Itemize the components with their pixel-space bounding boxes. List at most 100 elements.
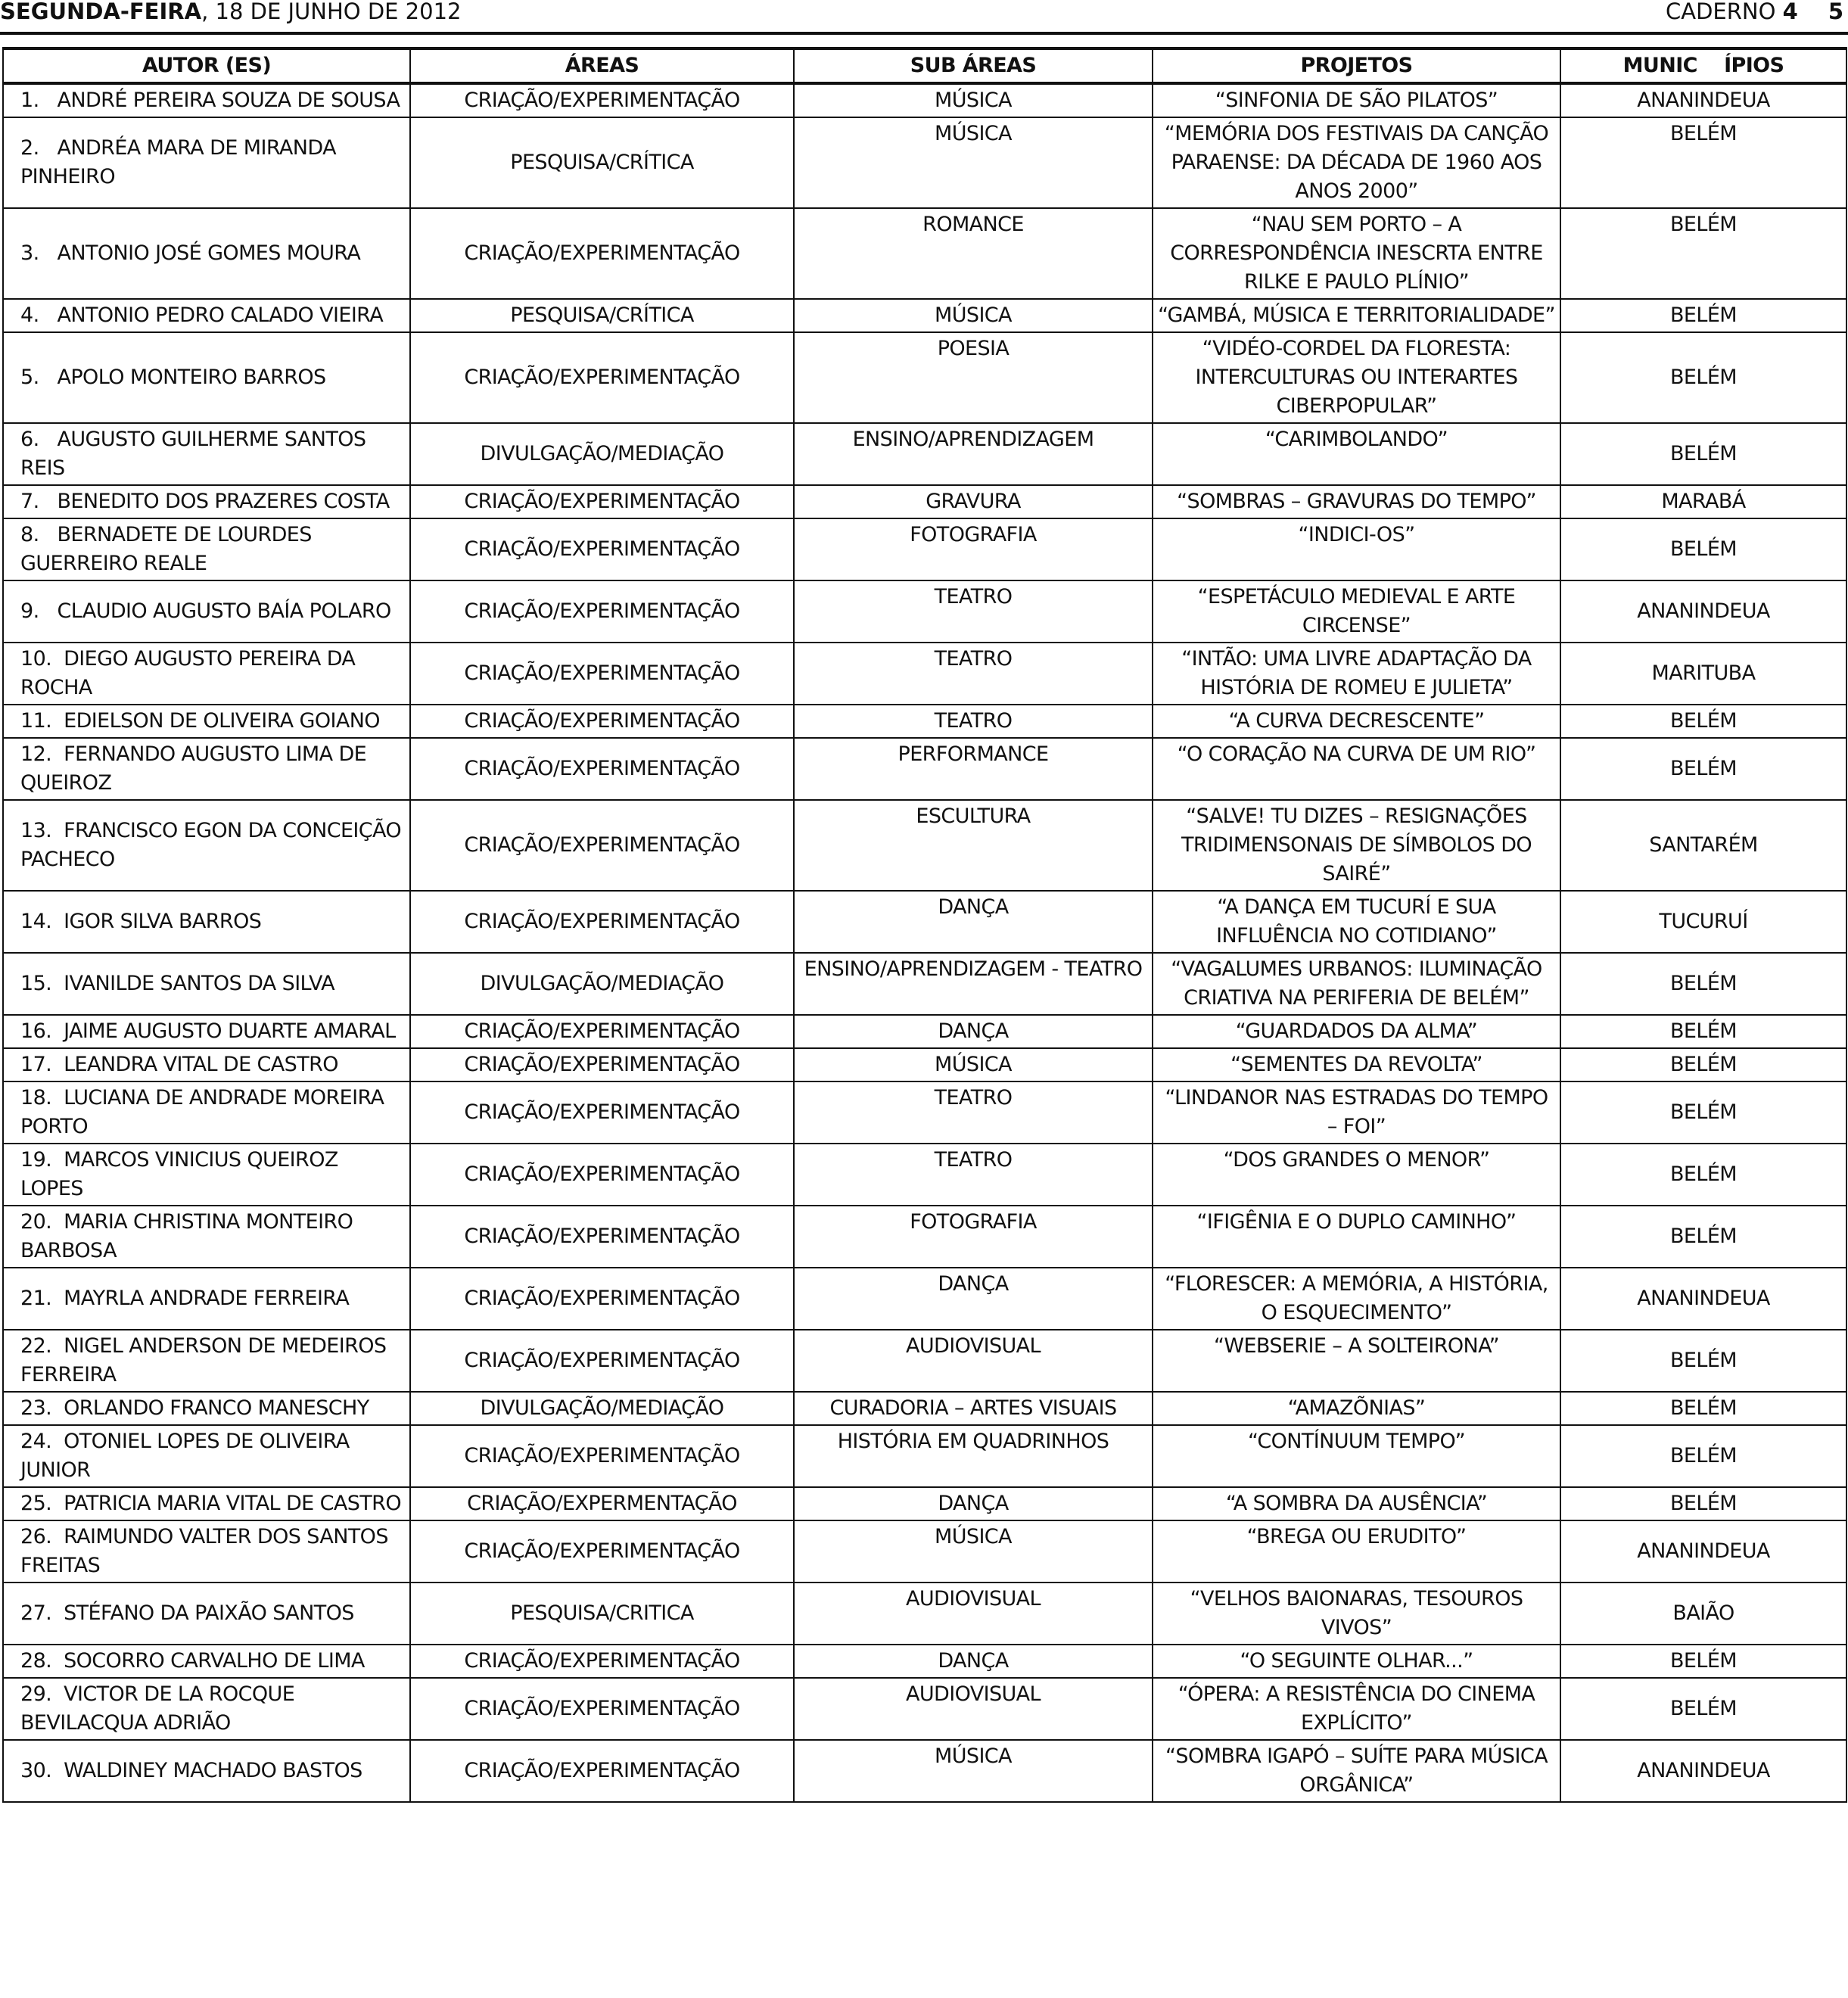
municipality-cell: BELÉM <box>1560 737 1847 801</box>
subarea-cell: GRAVURA <box>793 484 1153 519</box>
municipality-cell: MARITUBA <box>1560 642 1847 705</box>
table-row: 18. LUCIANA DE ANDRADE MOREIRA PORTO CRIA… <box>2 1081 1847 1144</box>
municipality-cell: BELÉM <box>1560 1014 1847 1049</box>
author-cell: 12. FERNANDO AUGUSTO LIMA DE QUEIROZ <box>2 737 411 801</box>
project-cell: “BREGA OU ERUDITO” <box>1152 1520 1561 1583</box>
author-cell: 30. WALDINEY MACHADO BASTOS <box>2 1739 411 1803</box>
table-row: 6. AUGUSTO GUILHERME SANTOS REIS DIVULGAÇ… <box>2 422 1847 486</box>
area-cell: CRIAÇÃO/EXPERIMENTAÇÃO <box>409 642 795 705</box>
subarea-cell: ENSINO/APRENDIZAGEM - TEATRO <box>793 952 1153 1016</box>
area-cell: CRIAÇÃO/EXPERIMENTAÇÃO <box>409 580 795 643</box>
subarea-cell: DANÇA <box>793 1644 1153 1679</box>
municipality-cell: BELÉM <box>1560 298 1847 333</box>
subarea-cell: FOTOGRAFIA <box>793 1205 1153 1268</box>
area-cell: CRIAÇÃO/EXPERIMENTAÇÃO <box>409 799 795 892</box>
table-row: 20. MARIA CHRISTINA MONTEIRO BARBOSA CRIA… <box>2 1205 1847 1268</box>
column-header-projects: PROJETOS <box>1152 47 1561 85</box>
project-cell: “O CORAÇÃO NA CURVA DE UM RIO” <box>1152 737 1561 801</box>
table-row: 12. FERNANDO AUGUSTO LIMA DE QUEIROZ CRIA… <box>2 737 1847 801</box>
author-cell: 13. FRANCISCO EGON DA CONCEIÇÃO PACHECO <box>2 799 411 892</box>
subarea-cell: DANÇA <box>793 890 1153 954</box>
area-cell: CRIAÇÃO/EXPERIMENTAÇÃO <box>409 704 795 739</box>
table-row: 10. DIEGO AUGUSTO PEREIRA DA ROCHA CRIAÇÃ… <box>2 642 1847 705</box>
area-cell: CRIAÇÃO/EXPERIMENTAÇÃO <box>409 1424 795 1488</box>
table-row: 13. FRANCISCO EGON DA CONCEIÇÃO PACHECO C… <box>2 799 1847 892</box>
project-cell: “SOMBRA IGAPÓ – SUÍTE PARA MÚSICA ORGÂNI… <box>1152 1739 1561 1803</box>
table-row: 15. IVANILDE SANTOS DA SILVA DIVULGAÇÃO/M… <box>2 952 1847 1016</box>
municipality-cell: BELÉM <box>1560 518 1847 581</box>
author-cell: 5. APOLO MONTEIRO BARROS <box>2 331 411 424</box>
municipality-cell: TUCURUÍ <box>1560 890 1847 954</box>
column-header-subareas: SUB ÁREAS <box>793 47 1153 85</box>
table-row: 22. NIGEL ANDERSON DE MEDEIROS FERREIRA C… <box>2 1329 1847 1393</box>
author-cell: 2. ANDRÉA MARA DE MIRANDA PINHEIRO <box>2 117 411 209</box>
author-cell: 25. PATRICIA MARIA VITAL DE CASTRO <box>2 1486 411 1521</box>
project-cell: “MEMÓRIA DOS FESTIVAIS DA CANÇÃO PARAENS… <box>1152 117 1561 209</box>
header-section: CADERNO 4 5 <box>1666 0 1843 23</box>
table-row: 5. APOLO MONTEIRO BARROS CRIAÇÃO/EXPERIME… <box>2 331 1847 424</box>
table-row: 24. OTONIEL LOPES DE OLIVEIRA JUNIOR CRIA… <box>2 1424 1847 1488</box>
area-cell: CRIAÇÃO/EXPERMENTAÇÃO <box>409 1486 795 1521</box>
table-row: 2. ANDRÉA MARA DE MIRANDA PINHEIRO PESQUI… <box>2 117 1847 209</box>
area-cell: CRIAÇÃO/EXPERIMENTAÇÃO <box>409 1644 795 1679</box>
project-cell: “FLORESCER: A MEMÓRIA, A HISTÓRIA, O ESQ… <box>1152 1267 1561 1330</box>
table-row: 23. ORLANDO FRANCO MANESCHY DIVULGAÇÃO/ME… <box>2 1391 1847 1426</box>
table-row: 9. CLAUDIO AUGUSTO BAÍA POLARO CRIAÇÃO/EX… <box>2 580 1847 643</box>
project-cell: “GAMBÁ, MÚSICA E TERRITORIALIDADE” <box>1152 298 1561 333</box>
subarea-cell: AUDIOVISUAL <box>793 1582 1153 1645</box>
column-header-municipalities: MUNIC ÍPIOS <box>1560 47 1847 85</box>
municipality-cell: BELÉM <box>1560 704 1847 739</box>
project-cell: “A SOMBRA DA AUSÊNCIA” <box>1152 1486 1561 1521</box>
author-cell: 20. MARIA CHRISTINA MONTEIRO BARBOSA <box>2 1205 411 1268</box>
table-row: 16. JAIME AUGUSTO DUARTE AMARAL CRIAÇÃO/E… <box>2 1014 1847 1049</box>
section-label: CADERNO <box>1665 0 1776 24</box>
table-row: 21. MAYRLA ANDRADE FERREIRA CRIAÇÃO/EXPER… <box>2 1267 1847 1330</box>
subarea-cell: ENSINO/APRENDIZAGEM <box>793 422 1153 486</box>
table-row: 7. BENEDITO DOS PRAZERES COSTA CRIAÇÃO/EX… <box>2 484 1847 519</box>
subarea-cell: MÚSICA <box>793 1520 1153 1583</box>
table-row: 11. EDIELSON DE OLIVEIRA GOIANO CRIAÇÃO/E… <box>2 704 1847 739</box>
area-cell: CRIAÇÃO/EXPERIMENTAÇÃO <box>409 737 795 801</box>
municipality-cell: BELÉM <box>1560 1677 1847 1741</box>
municipality-cell: ANANINDEUA <box>1560 82 1847 118</box>
project-cell: “CONTÍNUUM TEMPO” <box>1152 1424 1561 1488</box>
project-cell: “AMAZÕNIAS” <box>1152 1391 1561 1426</box>
municipality-cell: MARABÁ <box>1560 484 1847 519</box>
table-row: 17. LEANDRA VITAL DE CASTRO CRIAÇÃO/EXPER… <box>2 1047 1847 1082</box>
author-cell: 28. SOCORRO CARVALHO DE LIMA <box>2 1644 411 1679</box>
subarea-cell: ROMANCE <box>793 207 1153 300</box>
table-row: 4. ANTONIO PEDRO CALADO VIEIRA PESQUISA/C… <box>2 298 1847 333</box>
area-cell: CRIAÇÃO/EXPERIMENTAÇÃO <box>409 1739 795 1803</box>
subarea-cell: DANÇA <box>793 1267 1153 1330</box>
area-cell: PESQUISA/CRÍTICA <box>409 298 795 333</box>
project-cell: “SALVE! TU DIZES – RESIGNAÇÕES TRIDIMENS… <box>1152 799 1561 892</box>
subarea-cell: HISTÓRIA EM QUADRINHOS <box>793 1424 1153 1488</box>
municipality-cell: SANTARÉM <box>1560 799 1847 892</box>
subarea-cell: FOTOGRAFIA <box>793 518 1153 581</box>
subarea-cell: MÚSICA <box>793 82 1153 118</box>
subarea-cell: DANÇA <box>793 1486 1153 1521</box>
area-cell: CRIAÇÃO/EXPERIMENTAÇÃO <box>409 331 795 424</box>
section-number: 4 <box>1782 0 1798 24</box>
table-row: 30. WALDINEY MACHADO BASTOS CRIAÇÃO/EXPER… <box>2 1739 1847 1803</box>
area-cell: CRIAÇÃO/EXPERIMENTAÇÃO <box>409 1677 795 1741</box>
municipality-cell: BELÉM <box>1560 1424 1847 1488</box>
municipality-cell: BELÉM <box>1560 1329 1847 1393</box>
table-row: 1. ANDRÉ PEREIRA SOUZA DE SOUSA CRIAÇÃO/E… <box>2 82 1847 118</box>
municipality-cell: BELÉM <box>1560 422 1847 486</box>
project-cell: “ESPETÁCULO MEDIEVAL E ARTE CIRCENSE” <box>1152 580 1561 643</box>
area-cell: CRIAÇÃO/EXPERIMENTAÇÃO <box>409 1047 795 1082</box>
project-cell: “SINFONIA DE SÃO PILATOS” <box>1152 82 1561 118</box>
project-cell: “DOS GRANDES O MENOR” <box>1152 1143 1561 1206</box>
area-cell: CRIAÇÃO/EXPERIMENTAÇÃO <box>409 518 795 581</box>
area-cell: CRIAÇÃO/EXPERIMENTAÇÃO <box>409 1205 795 1268</box>
project-cell: “LINDANOR NAS ESTRADAS DO TEMPO – FOI” <box>1152 1081 1561 1144</box>
project-cell: “SEMENTES DA REVOLTA” <box>1152 1047 1561 1082</box>
area-cell: PESQUISA/CRITICA <box>409 1582 795 1645</box>
area-cell: CRIAÇÃO/EXPERIMENTAÇÃO <box>409 1081 795 1144</box>
subarea-cell: DANÇA <box>793 1014 1153 1049</box>
table-row: 27. STÉFANO DA PAIXÃO SANTOS PESQUISA/CRI… <box>2 1582 1847 1645</box>
author-cell: 26. RAIMUNDO VALTER DOS SANTOS FREITAS <box>2 1520 411 1583</box>
table-row: 19. MARCOS VINICIUS QUEIROZ LOPES CRIAÇÃO… <box>2 1143 1847 1206</box>
area-cell: DIVULGAÇÃO/MEDIAÇÃO <box>409 1391 795 1426</box>
